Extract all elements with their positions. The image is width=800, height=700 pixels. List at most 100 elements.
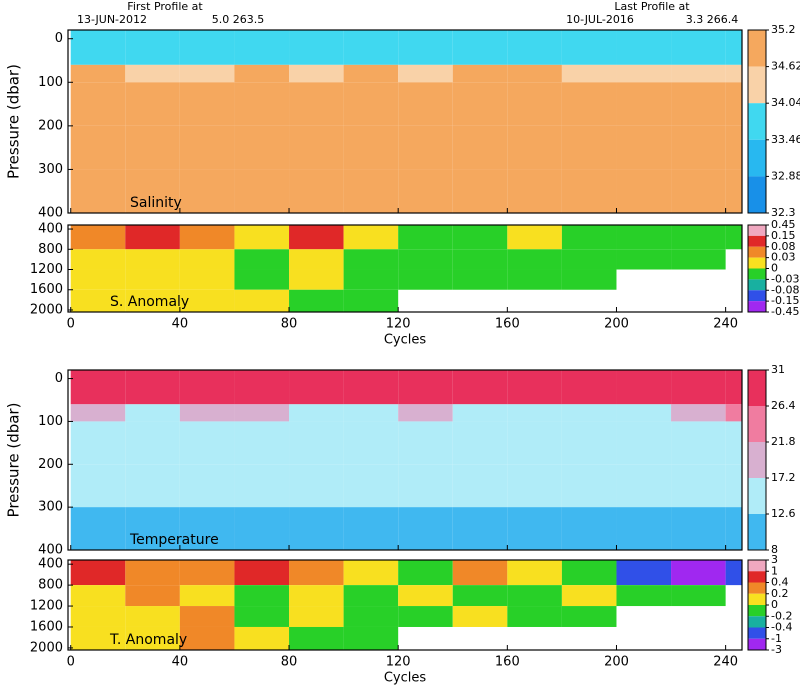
colorbar-label: 32.3 <box>771 206 796 219</box>
cell <box>179 606 235 627</box>
y-tick-label: 300 <box>38 162 63 177</box>
cell <box>234 64 290 83</box>
cell <box>561 249 617 270</box>
cell <box>671 464 726 508</box>
cell <box>452 249 508 270</box>
y-tick-label: 400 <box>38 557 63 572</box>
colorbar-frame <box>747 369 767 551</box>
colorbar-label: -0.2 <box>771 609 792 622</box>
cell <box>671 585 726 607</box>
cell <box>234 269 290 290</box>
cell <box>70 225 126 250</box>
cell <box>70 30 126 65</box>
cell <box>561 464 617 508</box>
cell <box>616 421 672 465</box>
y-tick-label: 1600 <box>30 282 63 297</box>
colorbar-label: -3 <box>771 643 782 656</box>
cell <box>398 421 453 465</box>
x-tick-label: 160 <box>495 655 520 670</box>
cell <box>725 225 742 250</box>
cell <box>671 82 726 126</box>
cell <box>398 370 453 405</box>
cell <box>452 464 508 508</box>
colorbar-bin <box>748 616 766 628</box>
cell <box>289 404 344 422</box>
cell <box>70 404 126 422</box>
cell <box>616 585 672 607</box>
cell <box>507 404 562 422</box>
cell <box>452 404 508 422</box>
cell <box>616 30 672 65</box>
cell <box>179 64 235 83</box>
cell <box>616 404 672 422</box>
x-tick-label: 40 <box>172 655 189 670</box>
cell <box>179 464 235 508</box>
cell <box>452 370 508 405</box>
cell <box>398 64 453 83</box>
x-tick-label: 120 <box>386 317 411 332</box>
cell <box>70 169 126 213</box>
colorbar-bin <box>748 571 766 583</box>
cell <box>70 560 126 586</box>
y-tick-label: 400 <box>38 543 63 558</box>
plot-frame <box>67 224 743 313</box>
cell <box>234 249 290 270</box>
cell <box>725 560 742 586</box>
colorbar-bin <box>748 66 766 104</box>
cell <box>507 507 562 550</box>
cell <box>289 585 344 607</box>
cell <box>507 225 562 250</box>
cell <box>398 249 453 270</box>
cell <box>452 421 508 465</box>
cell <box>70 82 126 126</box>
y-tick-label: 200 <box>38 118 63 133</box>
y-tick-label: 2000 <box>30 640 63 655</box>
cell <box>507 421 562 465</box>
cell <box>289 169 344 213</box>
y-tick-label: 300 <box>38 500 63 515</box>
annotation: 13-JUN-2012 <box>77 13 147 26</box>
cell <box>616 64 672 83</box>
cell <box>507 269 562 290</box>
cell <box>179 585 235 607</box>
cell <box>125 560 180 586</box>
cell <box>289 64 344 83</box>
cell <box>671 507 726 550</box>
cell <box>70 125 126 170</box>
colorbar-label: 3 <box>771 553 778 566</box>
colorbar-frame <box>747 29 767 214</box>
colorbar-bin <box>748 103 766 140</box>
cell <box>452 30 508 65</box>
cell <box>179 249 235 270</box>
x-axis-label: Cycles <box>384 333 427 348</box>
cell <box>452 125 508 170</box>
cell <box>616 464 672 508</box>
cell <box>125 289 180 312</box>
cell <box>289 249 344 270</box>
colorbar-bin <box>748 225 766 236</box>
colorbar-label: 34.04 <box>771 96 800 109</box>
colorbar-label: 21.8 <box>771 435 796 448</box>
cell <box>343 82 399 126</box>
cell <box>671 225 726 250</box>
y-axis-label: Pressure (dbar) <box>5 403 23 518</box>
cell <box>289 507 344 550</box>
colorbar-bin <box>748 442 766 478</box>
cell <box>725 421 742 465</box>
x-tick-label: 200 <box>604 317 629 332</box>
cell <box>125 585 180 607</box>
cell <box>561 30 617 65</box>
cell <box>343 421 399 465</box>
y-tick-label: 400 <box>38 222 63 237</box>
cell <box>343 125 399 170</box>
colorbar-label: -0.45 <box>771 305 799 318</box>
cell <box>452 507 508 550</box>
colorbar-bin <box>748 30 766 67</box>
cell <box>125 30 180 65</box>
annotation: 5.0 263.5 <box>212 13 264 26</box>
cell <box>125 606 180 627</box>
cell <box>179 560 235 586</box>
cell <box>179 626 235 650</box>
cell <box>452 169 508 213</box>
